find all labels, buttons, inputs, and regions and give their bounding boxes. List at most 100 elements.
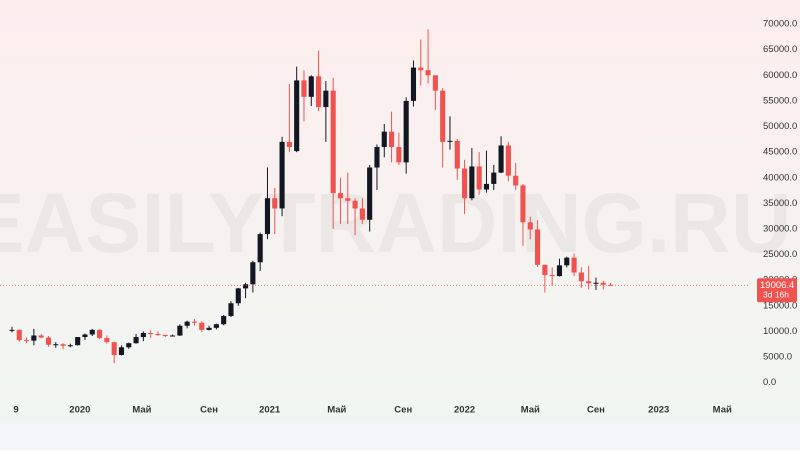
- candle-body: [308, 76, 314, 97]
- candle-body: [418, 67, 424, 71]
- candle-body: [16, 329, 22, 341]
- candle-body: [228, 303, 234, 317]
- candle-body: [53, 344, 59, 346]
- footer: [0, 420, 800, 450]
- x-tick-label: Май: [327, 405, 346, 416]
- x-tick-label: 2020: [69, 405, 90, 416]
- candle-body: [337, 193, 344, 199]
- candle-body: [301, 80, 307, 97]
- candle-body: [177, 325, 183, 336]
- candle-body: [432, 75, 438, 91]
- y-tick-label: 5000.0: [763, 352, 792, 363]
- candle-body: [206, 327, 212, 330]
- candle-body: [410, 67, 417, 101]
- candle-body: [250, 262, 256, 285]
- candle-body: [89, 329, 95, 335]
- candle-body: [462, 168, 468, 199]
- x-tick-label: Сен: [200, 405, 218, 416]
- price-label: 19006.4: [760, 280, 794, 291]
- candle-body: [345, 198, 351, 201]
- candle-body: [608, 284, 614, 286]
- candle-body: [469, 166, 475, 199]
- candle-body: [31, 335, 37, 341]
- x-tick-label: 9: [13, 405, 18, 416]
- candle-body: [389, 131, 395, 148]
- candle-body: [111, 342, 117, 355]
- candle-body: [564, 257, 570, 266]
- candle-body: [403, 100, 409, 163]
- y-tick-label: 15000.0: [763, 300, 797, 311]
- candle-body: [199, 322, 205, 330]
- candle-body: [374, 147, 380, 168]
- candle-body: [170, 335, 176, 337]
- candle-body: [118, 347, 125, 355]
- price-label-box: [757, 278, 797, 303]
- candle-body: [425, 70, 431, 76]
- candle-body: [600, 282, 606, 285]
- candle-body: [440, 90, 446, 142]
- y-tick-label: 40000.0: [763, 172, 797, 183]
- candle-body: [45, 337, 52, 345]
- x-tick-label: Май: [132, 405, 151, 416]
- y-tick-label: 65000.0: [763, 44, 797, 55]
- candle-body: [483, 183, 490, 190]
- candle-body: [556, 265, 563, 277]
- candle-body: [513, 175, 519, 186]
- candle-body: [213, 324, 219, 328]
- candle-body: [527, 222, 533, 230]
- x-tick-label: 2021: [259, 405, 281, 416]
- countdown-label: 3d 16h: [763, 290, 789, 300]
- candle-body: [24, 340, 30, 342]
- candle-body: [60, 344, 66, 346]
- candle-body: [520, 185, 526, 223]
- candle-body: [126, 343, 132, 348]
- y-tick-label: 55000.0: [763, 95, 797, 106]
- y-tick-label: 10000.0: [763, 326, 797, 337]
- candle-body: [104, 338, 110, 343]
- candle-body: [542, 264, 548, 276]
- candle-body: [593, 282, 599, 284]
- y-tick-label: 25000.0: [763, 249, 797, 260]
- y-tick-label: 35000.0: [763, 198, 797, 209]
- candle-body: [184, 321, 190, 326]
- candle-body: [272, 198, 278, 209]
- y-tick-label: 0.0: [763, 377, 776, 388]
- candle-body: [505, 145, 511, 176]
- candle-body: [316, 76, 322, 108]
- candle-body: [9, 329, 15, 331]
- candle-body: [578, 272, 584, 282]
- candle-body: [243, 284, 249, 289]
- x-tick-label: 2023: [648, 405, 669, 416]
- y-tick-label: 45000.0: [763, 147, 797, 158]
- candle-body: [352, 200, 358, 209]
- candle-body: [221, 316, 227, 325]
- candle-body: [571, 257, 577, 273]
- candle-body: [535, 229, 541, 265]
- candle-body: [38, 335, 44, 338]
- x-tick-label: Сен: [394, 405, 412, 416]
- candle-body: [257, 234, 263, 263]
- y-tick-label: 50000.0: [763, 121, 797, 132]
- candle-body: [155, 333, 161, 335]
- candle-body: [359, 208, 365, 220]
- candle-body: [82, 334, 88, 338]
- candle-body: [294, 80, 300, 152]
- y-tick-label: 70000.0: [763, 19, 797, 30]
- candle-body: [491, 172, 497, 184]
- y-tick-label: 60000.0: [763, 70, 797, 81]
- candle-body: [140, 332, 146, 338]
- x-tick-label: 2022: [454, 405, 475, 416]
- candle-body: [549, 275, 555, 277]
- candle-body: [67, 345, 73, 347]
- candle-body: [191, 321, 198, 323]
- candle-body: [148, 332, 154, 334]
- background: [0, 0, 800, 420]
- candle-body: [279, 141, 285, 209]
- candle-body: [286, 141, 292, 148]
- candle-body: [381, 131, 387, 148]
- candle-body: [323, 90, 329, 108]
- candle-body: [264, 198, 271, 235]
- candle-body: [498, 145, 504, 173]
- candle-body: [367, 167, 373, 220]
- candle-body: [162, 334, 168, 337]
